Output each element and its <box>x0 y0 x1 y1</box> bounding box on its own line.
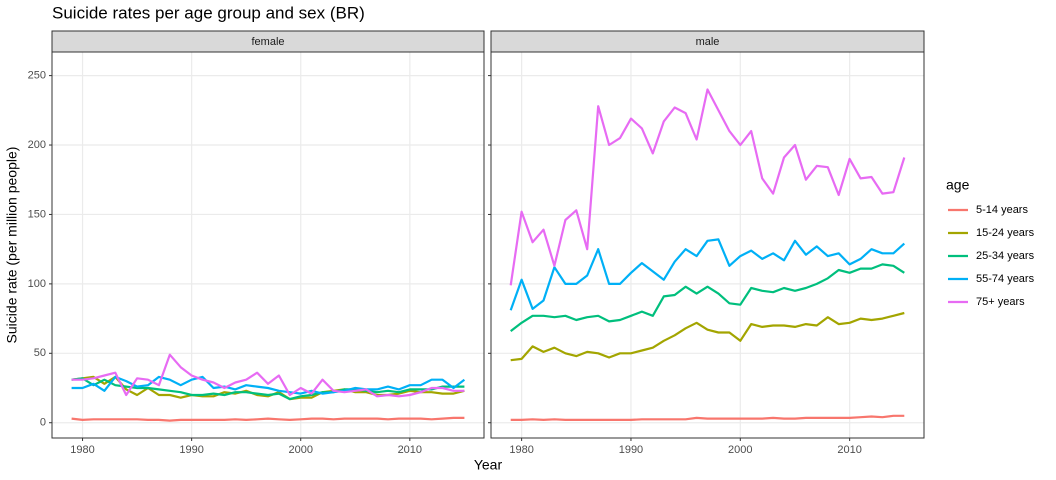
y-tick-label: 200 <box>28 139 46 151</box>
y-tick-label: 100 <box>28 278 46 290</box>
legend-title: age <box>946 177 970 193</box>
legend-label: 5-14 years <box>976 204 1028 216</box>
x-axis-label: Year <box>474 457 503 473</box>
x-tick-label: 2000 <box>288 444 312 456</box>
line <box>71 375 466 395</box>
line <box>71 375 465 401</box>
panel-border <box>490 51 925 439</box>
y-tick-label: 250 <box>28 70 46 82</box>
facet-title: male <box>696 36 720 48</box>
facet-title: female <box>251 36 284 48</box>
y-tick-label: 150 <box>28 208 46 220</box>
chart-title: Suicide rates per age group and sex (BR) <box>52 3 365 22</box>
legend-label: 25-34 years <box>976 250 1035 262</box>
line <box>71 377 465 401</box>
x-tick-label: 2010 <box>398 444 422 456</box>
line <box>71 416 465 422</box>
x-tick-label: 2000 <box>728 444 752 456</box>
line <box>509 88 906 286</box>
line <box>510 414 905 421</box>
panel-border <box>51 51 485 439</box>
x-tick-label: 1990 <box>619 444 643 456</box>
panel <box>491 52 924 438</box>
legend-label: 55-74 years <box>976 273 1035 285</box>
line <box>510 263 905 332</box>
x-tick-label: 1980 <box>509 444 533 456</box>
x-tick-label: 2010 <box>837 444 861 456</box>
x-tick-label: 1990 <box>179 444 203 456</box>
line <box>509 238 906 311</box>
line <box>71 353 465 398</box>
x-tick-label: 1980 <box>70 444 94 456</box>
panel <box>52 52 484 438</box>
y-tick-label: 50 <box>34 347 46 359</box>
legend-label: 75+ years <box>976 296 1025 308</box>
y-axis-label: Suicide rate (per million people) <box>4 147 20 344</box>
line <box>510 311 905 362</box>
legend-label: 15-24 years <box>976 227 1035 239</box>
y-tick-label: 0 <box>40 417 46 429</box>
